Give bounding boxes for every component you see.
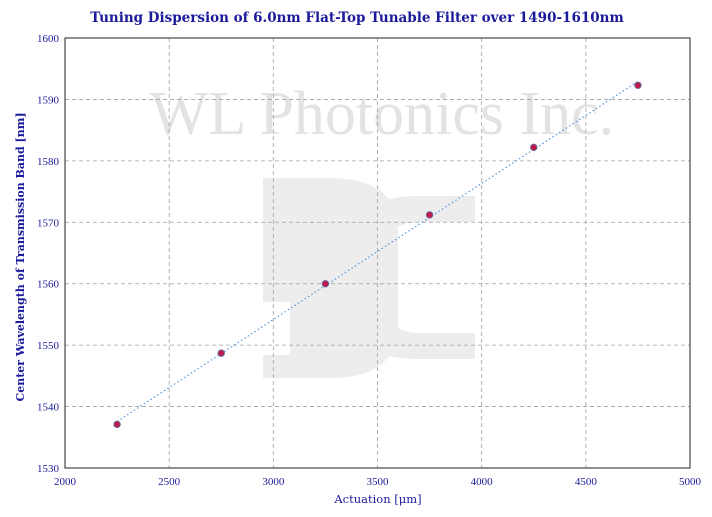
x-tick-labels: 2000 2500 3000 3500 4000 4500 5000: [54, 476, 702, 488]
watermark-logo: [263, 178, 475, 378]
y-tick-label: 1530: [37, 463, 60, 475]
y-tick-label: 1590: [37, 94, 60, 106]
y-tick-label: 1570: [37, 217, 60, 229]
chart-title: Tuning Dispersion of 6.0nm Flat-Top Tuna…: [90, 10, 623, 26]
x-axis-label: Actuation [μm]: [333, 492, 421, 506]
grid: [65, 38, 690, 468]
x-tick-label: 3000: [262, 476, 285, 488]
x-tick-label: 2000: [54, 476, 77, 488]
x-tick-label: 2500: [158, 476, 181, 488]
data-point: [217, 349, 225, 357]
data-point: [321, 280, 330, 288]
y-tick-label: 1540: [37, 402, 60, 414]
data-point: [113, 420, 121, 429]
x-tick-label: 5000: [679, 476, 702, 488]
y-tick-label: 1560: [37, 279, 60, 291]
y-axis-label: Center Wavelength of Transmission Band […: [14, 112, 27, 401]
watermark: WL Photonics Inc.: [150, 80, 614, 378]
x-tick-label: 4000: [471, 476, 494, 488]
data-point: [425, 211, 434, 219]
x-tick-label: 4500: [575, 476, 598, 488]
y-tick-label: 1580: [37, 156, 60, 168]
y-tick-label: 1600: [37, 33, 60, 45]
y-tick-labels: 1530 1540 1550 1560 1570 1580 1590 1600: [37, 33, 60, 475]
data-points: [113, 81, 642, 429]
data-point: [530, 143, 538, 152]
y-tick-label: 1550: [37, 340, 60, 352]
watermark-text: WL Photonics Inc.: [150, 80, 614, 148]
data-point: [634, 81, 642, 90]
x-tick-label: 3500: [367, 476, 390, 488]
plot-frame: [64, 37, 691, 469]
